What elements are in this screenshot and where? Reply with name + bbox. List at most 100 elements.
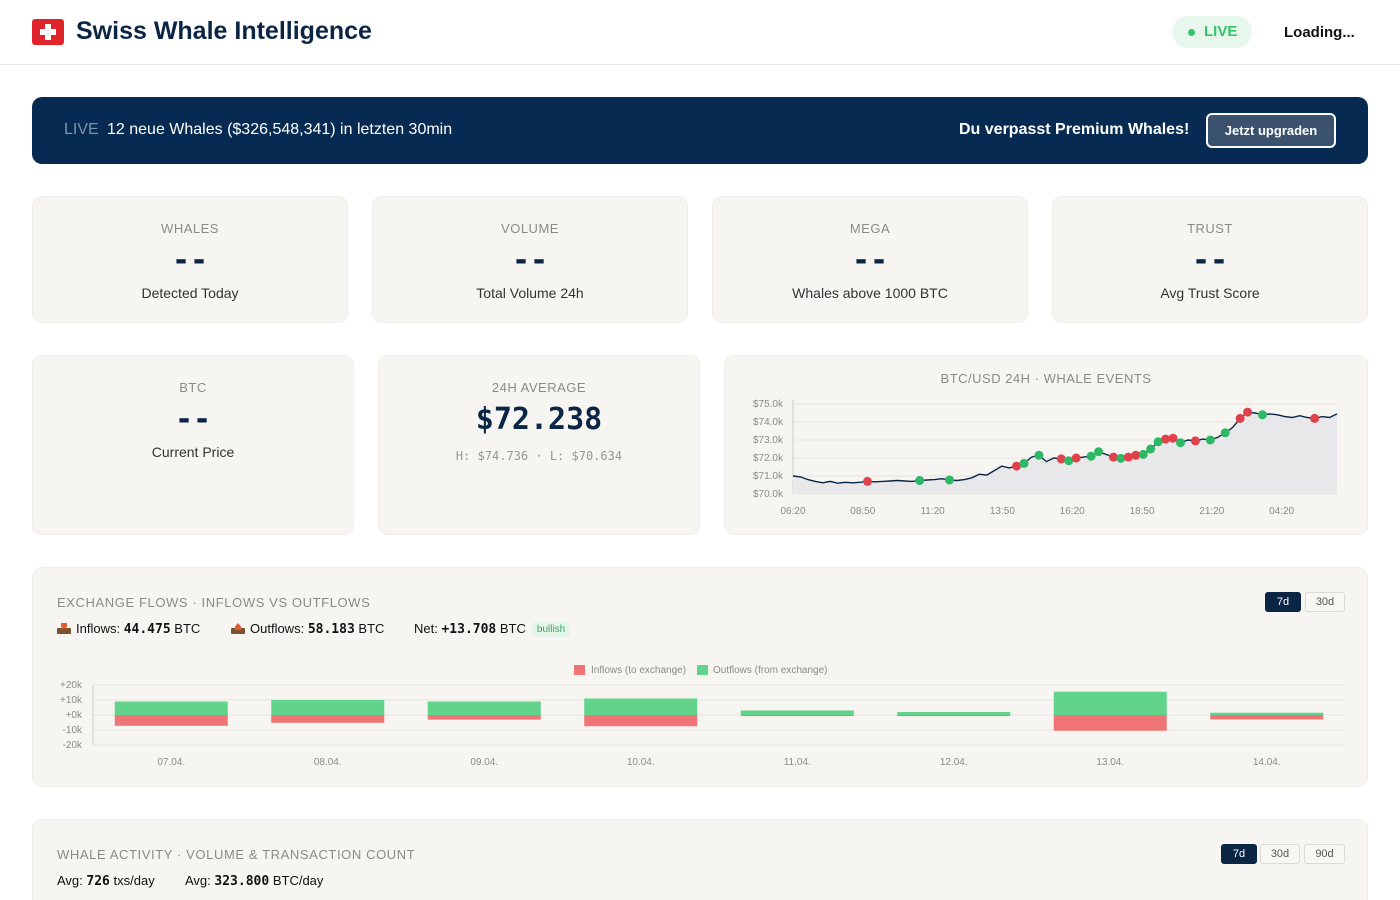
flows-range-30d[interactable]: 30d	[1305, 592, 1345, 612]
whale-sell-event-marker	[1012, 461, 1022, 471]
btc-price-card: BTC -- Current Price	[32, 355, 354, 535]
outflow-bar	[271, 700, 385, 715]
btc-price-chart-card: BTC/USD 24H · WHALE EVENTS $70.0k $71.0k $…	[724, 355, 1368, 535]
inflow-bar	[1210, 715, 1324, 720]
whale-buy-event-marker	[1094, 447, 1104, 457]
flows-y-tick: -20k	[63, 740, 83, 751]
net-flow-stat: Net: +13.708 BTC bullish	[414, 621, 571, 637]
average-value: $72.238	[475, 402, 603, 437]
inflows-stat: Inflows: 44.475 BTC	[57, 621, 200, 637]
flows-range-7d[interactable]: 7d	[1265, 592, 1301, 612]
avg-label: Avg:	[185, 873, 211, 888]
flows-x-tick: 13.04.	[1096, 757, 1124, 768]
outflows-label: Outflows:	[250, 621, 305, 636]
stat-card-whales: WHALES -- Detected Today	[32, 196, 348, 323]
whale-activity-card: WHALE ACTIVITY · VOLUME & TRANSACTION CO…	[32, 819, 1368, 900]
price-x-tick: 06:20	[780, 506, 805, 517]
inflow-bar	[897, 715, 1011, 717]
flows-x-tick: 09.04.	[470, 757, 498, 768]
btc-price-value: --	[174, 402, 212, 437]
whale-sell-event-marker	[863, 476, 873, 486]
inbox-tray-icon	[57, 623, 71, 634]
stat-label: TRUST	[1187, 221, 1233, 236]
whale-buy-event-marker	[1220, 428, 1230, 438]
inflow-bar	[114, 715, 228, 726]
price-y-tick: $70.0k	[753, 489, 784, 500]
upgrade-button[interactable]: Jetzt upgraden	[1206, 113, 1336, 148]
flows-y-tick: +20k	[60, 680, 83, 691]
net-value: +13.708	[441, 622, 497, 637]
stat-value: --	[851, 243, 889, 278]
stat-value: --	[171, 243, 209, 278]
flows-title: EXCHANGE FLOWS · INFLOWS VS OUTFLOWS	[57, 595, 371, 610]
legend-inflows-swatch	[574, 665, 585, 675]
whale-buy-event-marker	[1064, 456, 1074, 466]
price-y-tick: $73.0k	[753, 435, 784, 446]
stat-value: --	[1191, 243, 1229, 278]
inflow-bar	[427, 715, 541, 720]
flows-x-tick: 14.04.	[1253, 757, 1281, 768]
outflow-bar	[427, 701, 541, 715]
avg-btc-value: 323.800	[214, 874, 270, 889]
flows-y-tick: +0k	[66, 710, 83, 721]
legend-outflows-swatch	[697, 665, 708, 675]
net-unit: BTC	[499, 621, 526, 636]
whale-buy-event-marker	[1146, 444, 1156, 454]
whale-sell-event-marker	[1310, 413, 1320, 423]
avg-btc-unit: BTC/day	[272, 873, 324, 888]
net-label: Net:	[414, 621, 438, 636]
whale-sell-event-marker	[1056, 454, 1066, 464]
whale-sell-event-marker	[1123, 452, 1133, 462]
flows-x-tick: 10.04.	[627, 757, 655, 768]
sentiment-badge: bullish	[531, 622, 571, 637]
live-dot-icon	[1188, 29, 1195, 36]
stat-sub: Total Volume 24h	[476, 285, 584, 301]
outflow-bar	[584, 698, 698, 715]
stat-value: --	[511, 243, 549, 278]
high-low-range: H: $74.736 · L: $70.634	[455, 449, 623, 463]
price-y-tick: $74.0k	[753, 417, 784, 428]
stat-sub: Whales above 1000 BTC	[792, 285, 948, 301]
stat-label: MEGA	[849, 221, 891, 236]
activity-range-7d[interactable]: 7d	[1221, 844, 1257, 864]
legend-inflows-label: Inflows (to exchange)	[591, 665, 686, 676]
whale-sell-event-marker	[1071, 453, 1081, 463]
whale-sell-event-marker	[1161, 434, 1171, 444]
inflow-bar	[740, 715, 854, 717]
outflow-bar	[114, 701, 228, 715]
whale-buy-event-marker	[1176, 438, 1186, 448]
whale-sell-event-marker	[1168, 433, 1178, 443]
inflow-bar	[584, 715, 698, 727]
stat-sub: Detected Today	[141, 285, 239, 301]
whale-sell-event-marker	[1108, 452, 1118, 462]
avg-label: Avg:	[57, 873, 83, 888]
average-label: 24H AVERAGE	[491, 380, 587, 395]
price-x-tick: 08:50	[850, 506, 875, 517]
whale-buy-event-marker	[1019, 458, 1029, 468]
inflows-value: 44.475	[123, 622, 171, 637]
avg-txs-unit: txs/day	[113, 873, 155, 888]
banner-live-tag: LIVE	[64, 121, 99, 138]
outflow-bar	[1210, 712, 1324, 715]
whale-buy-event-marker	[1086, 451, 1096, 461]
activity-title: WHALE ACTIVITY · VOLUME & TRANSACTION CO…	[57, 847, 416, 862]
activity-range-30d[interactable]: 30d	[1260, 844, 1300, 864]
exchange-flows-chart: Inflows (to exchange) Outflows (from exch…	[60, 665, 1345, 768]
flows-x-tick: 08.04.	[314, 757, 342, 768]
stat-card-trust: TRUST -- Avg Trust Score	[1052, 196, 1368, 323]
activity-range-90d[interactable]: 90d	[1304, 844, 1345, 864]
outflow-bar	[1053, 691, 1167, 715]
stat-sub: Avg Trust Score	[1160, 285, 1260, 301]
whale-buy-event-marker	[1138, 449, 1148, 459]
btc-price-chart: $70.0k $71.0k $72.0k $73.0k $74.0k $75.0k 06:2…	[753, 399, 1338, 517]
stat-card-volume: VOLUME -- Total Volume 24h	[372, 196, 688, 323]
stat-card-mega: MEGA -- Whales above 1000 BTC	[712, 196, 1028, 323]
whale-buy-event-marker	[1034, 450, 1044, 460]
inflow-bar	[1053, 715, 1167, 731]
whale-buy-event-marker	[1257, 410, 1267, 420]
flows-y-tick: +10k	[60, 695, 83, 706]
price-x-tick: 13:50	[990, 506, 1015, 517]
avg-txs-stat: Avg: 726 txs/day	[57, 873, 155, 889]
outflow-bar	[897, 712, 1011, 715]
flows-x-tick: 11.04.	[784, 757, 811, 768]
